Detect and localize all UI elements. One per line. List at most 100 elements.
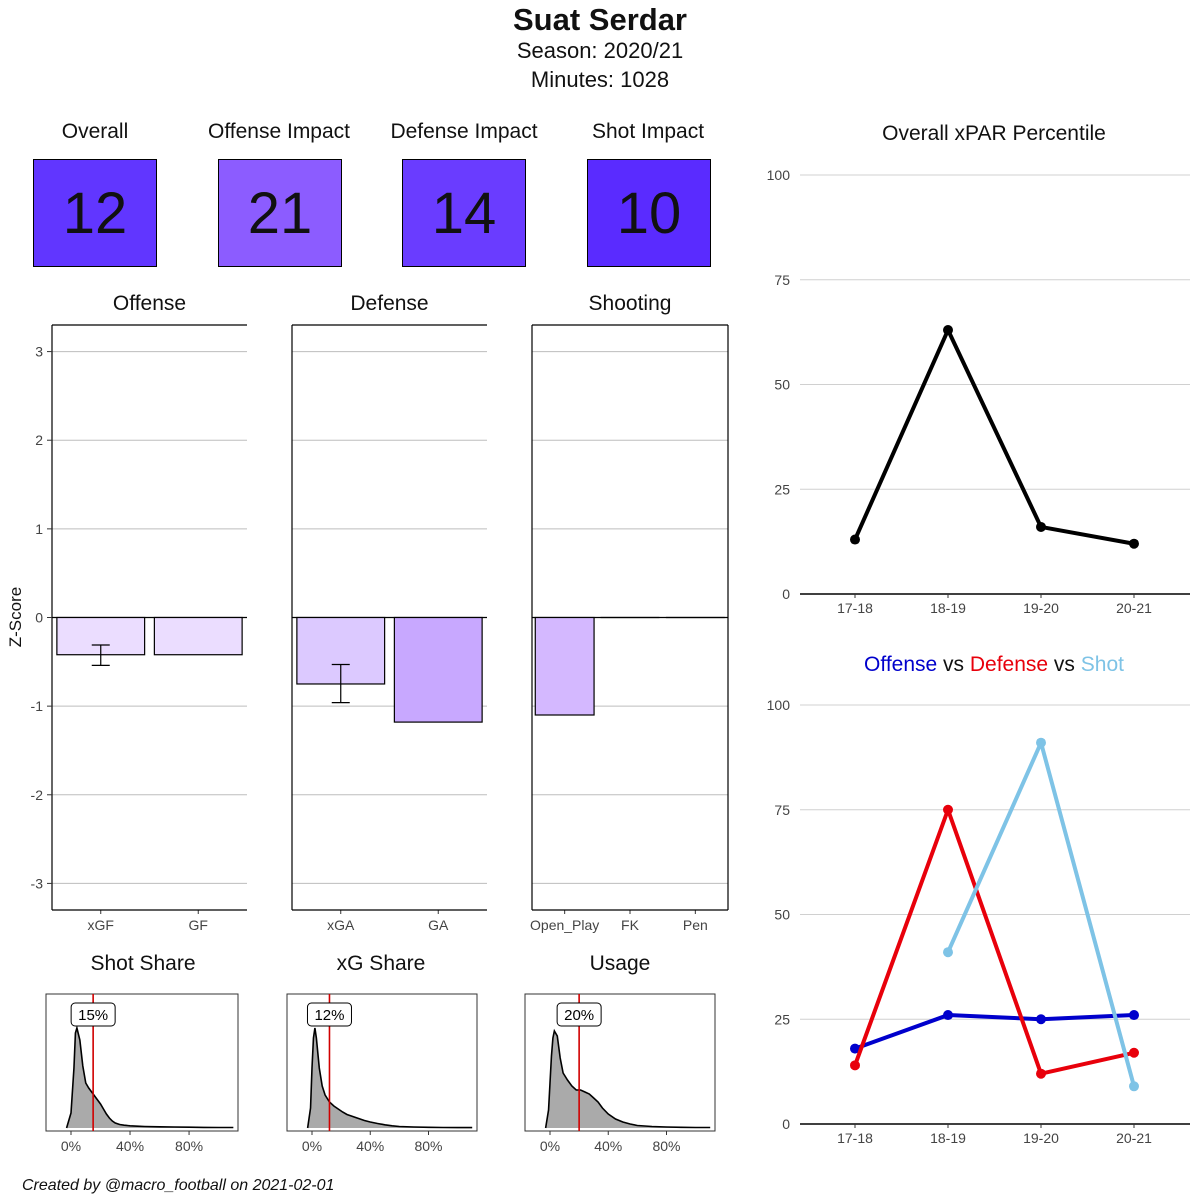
offense-vs-defense-vs-shot-xtick-label: 19-20 bbox=[1023, 1130, 1059, 1146]
usage-density-line bbox=[544, 1028, 711, 1129]
offense-vs-defense-vs-shot-point-shot bbox=[943, 947, 953, 958]
shooting-title: Shooting bbox=[589, 292, 672, 315]
offense-vs-defense-vs-shot-ytick-label: 100 bbox=[767, 697, 791, 713]
offense-vs-defense-vs-shot-point-defense bbox=[850, 1060, 860, 1071]
zscore-ytick-label: 1 bbox=[35, 521, 43, 537]
overall-xpar-percentile-xtick-label: 17-18 bbox=[837, 600, 873, 616]
scorecard-label-overall: Overall bbox=[61, 120, 129, 143]
scorecard-overall: 12 bbox=[33, 159, 157, 267]
shot-share-marker-label: 15% bbox=[78, 1007, 108, 1024]
offense-vs-defense-vs-shot-line-defense bbox=[853, 807, 1136, 1076]
overall-xpar-percentile-ytick-label: 100 bbox=[767, 167, 791, 183]
offense-vs-defense-vs-shot-point-shot bbox=[1129, 1081, 1139, 1092]
zscore-ytick-label: 0 bbox=[35, 610, 43, 626]
xg-share-xtick-label: 40% bbox=[356, 1138, 384, 1154]
defense-xtick-label: xGA bbox=[327, 917, 355, 933]
scorecard-label-offense-impact: Offense Impact bbox=[207, 120, 351, 143]
usage-marker-label: 20% bbox=[564, 1007, 594, 1024]
title-part-shot: Shot bbox=[1081, 653, 1124, 676]
zscore-ytick-label: -2 bbox=[31, 787, 44, 803]
title-part-vs: vs bbox=[937, 653, 970, 676]
footer-credit: Created by @macro_football on 2021-02-01 bbox=[22, 1177, 335, 1194]
usage-xtick-label: 80% bbox=[652, 1138, 680, 1154]
shot-share-density-area bbox=[66, 1028, 234, 1128]
offense-vs-defense-vs-shot-ytick-label: 25 bbox=[774, 1011, 790, 1027]
scorecard-defense-impact: 14 bbox=[402, 159, 526, 267]
title-part-vs: vs bbox=[1048, 653, 1081, 676]
offense-vs-defense-vs-shot-point-shot bbox=[1036, 737, 1046, 748]
shot-share-title: Shot Share bbox=[90, 952, 195, 975]
offense-vs-defense-vs-shot-point-offense bbox=[943, 1010, 953, 1021]
usage-xtick-label: 0% bbox=[540, 1138, 560, 1154]
offense-vs-defense-vs-shot-point-defense bbox=[1129, 1047, 1139, 1058]
overall-xpar-percentile-title: Overall xPAR Percentile bbox=[882, 122, 1106, 145]
title-part-defense: Defense bbox=[970, 653, 1048, 676]
overall-xpar-percentile-ytick-label: 50 bbox=[774, 377, 790, 393]
defense-bar-ga bbox=[393, 616, 483, 723]
shot-share-density-line bbox=[65, 1024, 234, 1129]
usage-xtick-label: 40% bbox=[594, 1138, 622, 1154]
overall-xpar-percentile-ytick-label: 0 bbox=[782, 586, 790, 602]
zscore-ytick-label: 3 bbox=[35, 344, 43, 360]
shooting-xtick-label: FK bbox=[621, 917, 640, 933]
offense-vs-defense-vs-shot-point-offense bbox=[1036, 1014, 1046, 1025]
defense-title: Defense bbox=[350, 292, 428, 315]
shot-share-xtick-label: 80% bbox=[175, 1138, 203, 1154]
offense-vs-defense-vs-shot-point-offense bbox=[850, 1043, 860, 1054]
offense-bar-gf bbox=[153, 616, 243, 656]
shooting-bar-open-play bbox=[534, 616, 595, 716]
shooting-xtick-label: Pen bbox=[683, 917, 708, 933]
usage-title: Usage bbox=[590, 952, 651, 975]
offense-vs-defense-vs-shot-point-defense bbox=[1036, 1068, 1046, 1079]
overall-xpar-percentile-point-series-0 bbox=[1036, 521, 1046, 532]
season-label: Season: 2020/21 bbox=[516, 38, 684, 63]
offense-vs-defense-vs-shot-point-defense bbox=[943, 804, 953, 815]
scorecard-shot-impact: 10 bbox=[587, 159, 711, 267]
offense-vs-defense-vs-shot-line-offense bbox=[853, 1013, 1136, 1051]
player-name: Suat Serdar bbox=[512, 2, 687, 37]
offense-vs-defense-vs-shot-title: Offense vs Defense vs Shot bbox=[864, 653, 1124, 676]
zscore-axis-label: Z-Score bbox=[6, 587, 25, 647]
xg-share-density-area bbox=[307, 1028, 473, 1128]
xg-share-xtick-label: 0% bbox=[302, 1138, 322, 1154]
shot-share-xtick-label: 40% bbox=[116, 1138, 144, 1154]
overall-xpar-percentile-ytick-label: 25 bbox=[774, 481, 790, 497]
shot-share-xtick-label: 0% bbox=[61, 1138, 81, 1154]
overall-xpar-percentile-xtick-label: 19-20 bbox=[1023, 600, 1059, 616]
overall-xpar-percentile-xtick-label: 18-19 bbox=[930, 600, 966, 616]
overall-xpar-percentile-point-series-0 bbox=[943, 325, 953, 336]
xg-share-marker-label: 12% bbox=[314, 1007, 344, 1024]
scorecard-label-defense-impact: Defense Impact bbox=[390, 120, 538, 143]
defense-xtick-label: GA bbox=[428, 917, 449, 933]
title-part-offense: Offense bbox=[864, 653, 937, 676]
overall-xpar-percentile-line-series-0 bbox=[853, 328, 1136, 546]
zscore-ytick-label: -3 bbox=[31, 875, 44, 891]
offense-xtick-label: xGF bbox=[88, 917, 114, 933]
xg-share-density-line bbox=[306, 1027, 473, 1129]
offense-vs-defense-vs-shot-xtick-label: 17-18 bbox=[837, 1130, 873, 1146]
offense-vs-defense-vs-shot-xtick-label: 20-21 bbox=[1116, 1130, 1152, 1146]
zscore-ytick-label: -1 bbox=[31, 698, 44, 714]
offense-vs-defense-vs-shot-ytick-label: 0 bbox=[782, 1116, 790, 1132]
offense-title: Offense bbox=[113, 292, 186, 315]
offense-vs-defense-vs-shot-point-offense bbox=[1129, 1010, 1139, 1021]
offense-vs-defense-vs-shot-xtick-label: 18-19 bbox=[930, 1130, 966, 1146]
usage-marker-label-box bbox=[556, 1002, 602, 1027]
overall-xpar-percentile-point-series-0 bbox=[850, 534, 860, 545]
xg-share-marker-label-box bbox=[306, 1002, 352, 1027]
offense-vs-defense-vs-shot-ytick-label: 50 bbox=[774, 907, 790, 923]
zscore-ytick-label: 2 bbox=[35, 432, 43, 448]
usage-density-area bbox=[545, 1031, 711, 1128]
offense-vs-defense-vs-shot-ytick-label: 75 bbox=[774, 802, 790, 818]
scorecard-offense-impact: 21 bbox=[218, 159, 342, 267]
minutes-label: Minutes: 1028 bbox=[530, 67, 670, 92]
xg-share-xtick-label: 80% bbox=[414, 1138, 442, 1154]
overall-xpar-percentile-xtick-label: 20-21 bbox=[1116, 600, 1152, 616]
shooting-xtick-label: Open_Play bbox=[530, 917, 599, 933]
offense-xtick-label: GF bbox=[189, 917, 208, 933]
overall-xpar-percentile-ytick-label: 75 bbox=[774, 272, 790, 288]
overall-xpar-percentile-point-series-0 bbox=[1129, 538, 1139, 549]
scorecard-label-shot-impact: Shot Impact bbox=[591, 120, 705, 143]
shot-share-marker-label-box bbox=[70, 1002, 116, 1027]
